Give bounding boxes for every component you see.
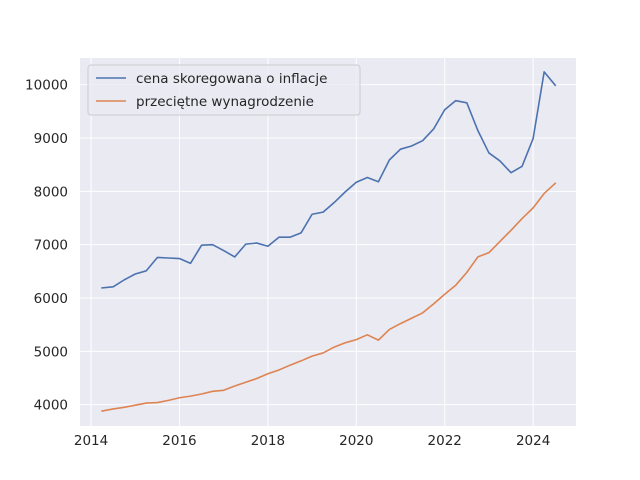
x-gridlines xyxy=(90,58,534,426)
x-tick-label: 2018 xyxy=(251,433,285,449)
y-tick-label: 7000 xyxy=(34,238,68,254)
plot-area xyxy=(80,58,576,426)
legend-label-series-1: przeciętne wynagrodzenie xyxy=(136,94,314,110)
y-tick-label: 10000 xyxy=(25,78,68,94)
legend-label-series-0: cena skoregowana o inflacje xyxy=(136,71,327,87)
series-line-1 xyxy=(101,182,557,413)
y-tick-label: 5000 xyxy=(34,344,68,360)
x-axis: 2014 2016 2018 2020 2022 2024 xyxy=(74,433,550,449)
x-tick-label: 2016 xyxy=(162,433,196,449)
y-axis: 4000 5000 6000 7000 8000 9000 10000 xyxy=(25,78,68,414)
x-tick-label: 2022 xyxy=(428,433,462,449)
series-layer xyxy=(101,71,557,413)
y-tick-label: 4000 xyxy=(34,398,68,414)
x-tick-label: 2024 xyxy=(516,433,550,449)
y-tick-label: 6000 xyxy=(34,291,68,307)
x-tick-label: 2014 xyxy=(74,433,108,449)
y-tick-label: 8000 xyxy=(34,184,68,200)
x-tick-label: 2020 xyxy=(339,433,373,449)
legend-box xyxy=(87,64,361,116)
legend: cena skoregowana o inflacje przeciętne w… xyxy=(87,64,361,116)
series-line-0 xyxy=(101,71,557,289)
y-tick-label: 9000 xyxy=(34,131,68,147)
